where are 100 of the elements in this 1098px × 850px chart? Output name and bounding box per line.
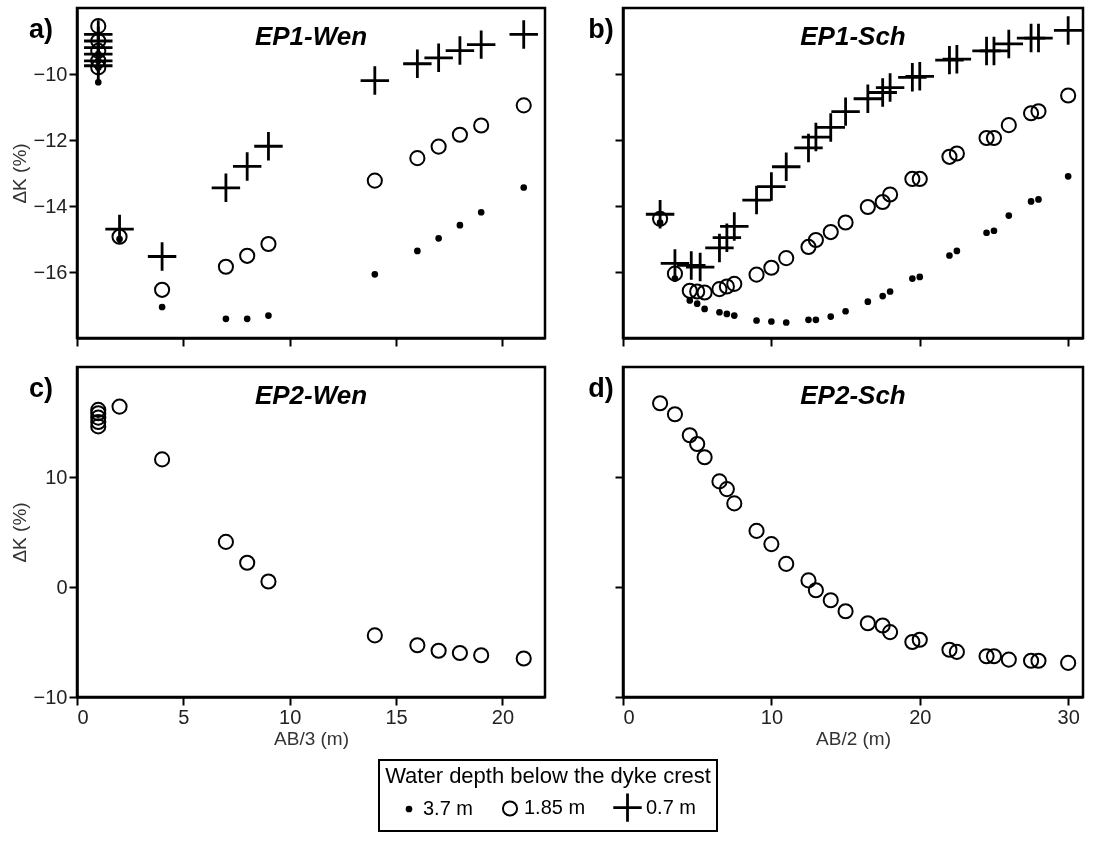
point bbox=[158, 303, 166, 311]
point bbox=[254, 132, 283, 161]
point bbox=[366, 627, 383, 644]
point bbox=[718, 278, 735, 295]
point bbox=[681, 427, 698, 444]
point bbox=[409, 150, 426, 167]
y-tick-label: −10 bbox=[33, 62, 68, 85]
point bbox=[994, 29, 1024, 59]
point bbox=[1024, 23, 1053, 53]
x-tick-label: 15 bbox=[385, 705, 408, 728]
text: c) bbox=[28, 373, 54, 403]
point bbox=[154, 281, 171, 298]
point bbox=[689, 435, 706, 453]
point bbox=[859, 198, 876, 216]
point bbox=[701, 305, 708, 313]
point bbox=[711, 281, 728, 298]
point bbox=[515, 650, 532, 667]
point bbox=[726, 275, 743, 292]
point bbox=[874, 617, 891, 634]
point bbox=[473, 647, 490, 664]
point bbox=[1022, 105, 1040, 122]
point bbox=[772, 152, 801, 181]
point bbox=[477, 208, 485, 216]
point bbox=[763, 536, 780, 553]
x-tick-label: 30 bbox=[1057, 705, 1080, 728]
point bbox=[948, 643, 965, 660]
point bbox=[1030, 652, 1047, 669]
point bbox=[424, 43, 453, 73]
point bbox=[816, 113, 845, 142]
point bbox=[905, 62, 934, 91]
point bbox=[666, 265, 684, 282]
point bbox=[720, 212, 749, 241]
legend-label: 0.7 m bbox=[646, 795, 697, 818]
point bbox=[90, 413, 107, 431]
point bbox=[782, 319, 790, 326]
x-tick-label: 0 bbox=[77, 705, 89, 728]
x-axis-title: AB/2 (m) bbox=[816, 727, 891, 749]
point bbox=[805, 316, 812, 324]
x-tick-label: 20 bbox=[491, 705, 515, 728]
point bbox=[716, 308, 723, 316]
point bbox=[827, 313, 835, 320]
point bbox=[90, 418, 107, 435]
point bbox=[645, 200, 675, 229]
point bbox=[941, 641, 958, 658]
point bbox=[466, 30, 496, 59]
point bbox=[239, 247, 256, 264]
point bbox=[111, 398, 128, 415]
point bbox=[403, 49, 432, 78]
point bbox=[822, 592, 839, 609]
point bbox=[916, 273, 924, 281]
point bbox=[371, 270, 379, 278]
point bbox=[800, 238, 817, 255]
text: d) bbox=[588, 373, 614, 403]
point bbox=[948, 145, 965, 162]
legend-label: 3.7 m bbox=[423, 797, 474, 819]
point bbox=[837, 603, 854, 620]
point bbox=[366, 172, 383, 189]
x-tick-label: 5 bbox=[178, 705, 190, 728]
point bbox=[904, 170, 921, 187]
point bbox=[90, 405, 107, 422]
text: EP1-Sch bbox=[800, 21, 906, 51]
point bbox=[879, 292, 887, 300]
point bbox=[154, 451, 171, 468]
point bbox=[748, 522, 765, 539]
point bbox=[222, 315, 230, 323]
point bbox=[147, 242, 177, 271]
point bbox=[105, 214, 134, 244]
point bbox=[1000, 651, 1017, 668]
point bbox=[1000, 117, 1017, 134]
point bbox=[718, 481, 735, 498]
point bbox=[430, 138, 447, 155]
point bbox=[409, 637, 426, 654]
point bbox=[217, 258, 234, 275]
point bbox=[882, 186, 899, 203]
point bbox=[520, 184, 528, 191]
x-tick-label: 10 bbox=[760, 705, 784, 728]
point bbox=[911, 631, 928, 648]
point bbox=[696, 449, 713, 466]
point bbox=[265, 312, 272, 319]
point bbox=[1027, 198, 1035, 205]
point bbox=[90, 401, 107, 418]
point bbox=[711, 473, 728, 490]
point bbox=[831, 97, 860, 126]
point bbox=[232, 152, 262, 181]
point bbox=[243, 315, 251, 323]
point bbox=[941, 148, 958, 165]
point bbox=[414, 247, 421, 255]
point bbox=[360, 66, 390, 95]
point bbox=[978, 648, 995, 665]
point bbox=[882, 624, 899, 641]
point bbox=[260, 235, 277, 253]
point bbox=[886, 288, 894, 295]
point bbox=[853, 84, 883, 113]
point bbox=[686, 297, 694, 304]
point bbox=[990, 227, 998, 235]
point bbox=[1035, 196, 1042, 203]
point bbox=[859, 615, 876, 632]
point bbox=[800, 572, 817, 589]
point bbox=[473, 117, 490, 134]
point bbox=[868, 78, 897, 107]
